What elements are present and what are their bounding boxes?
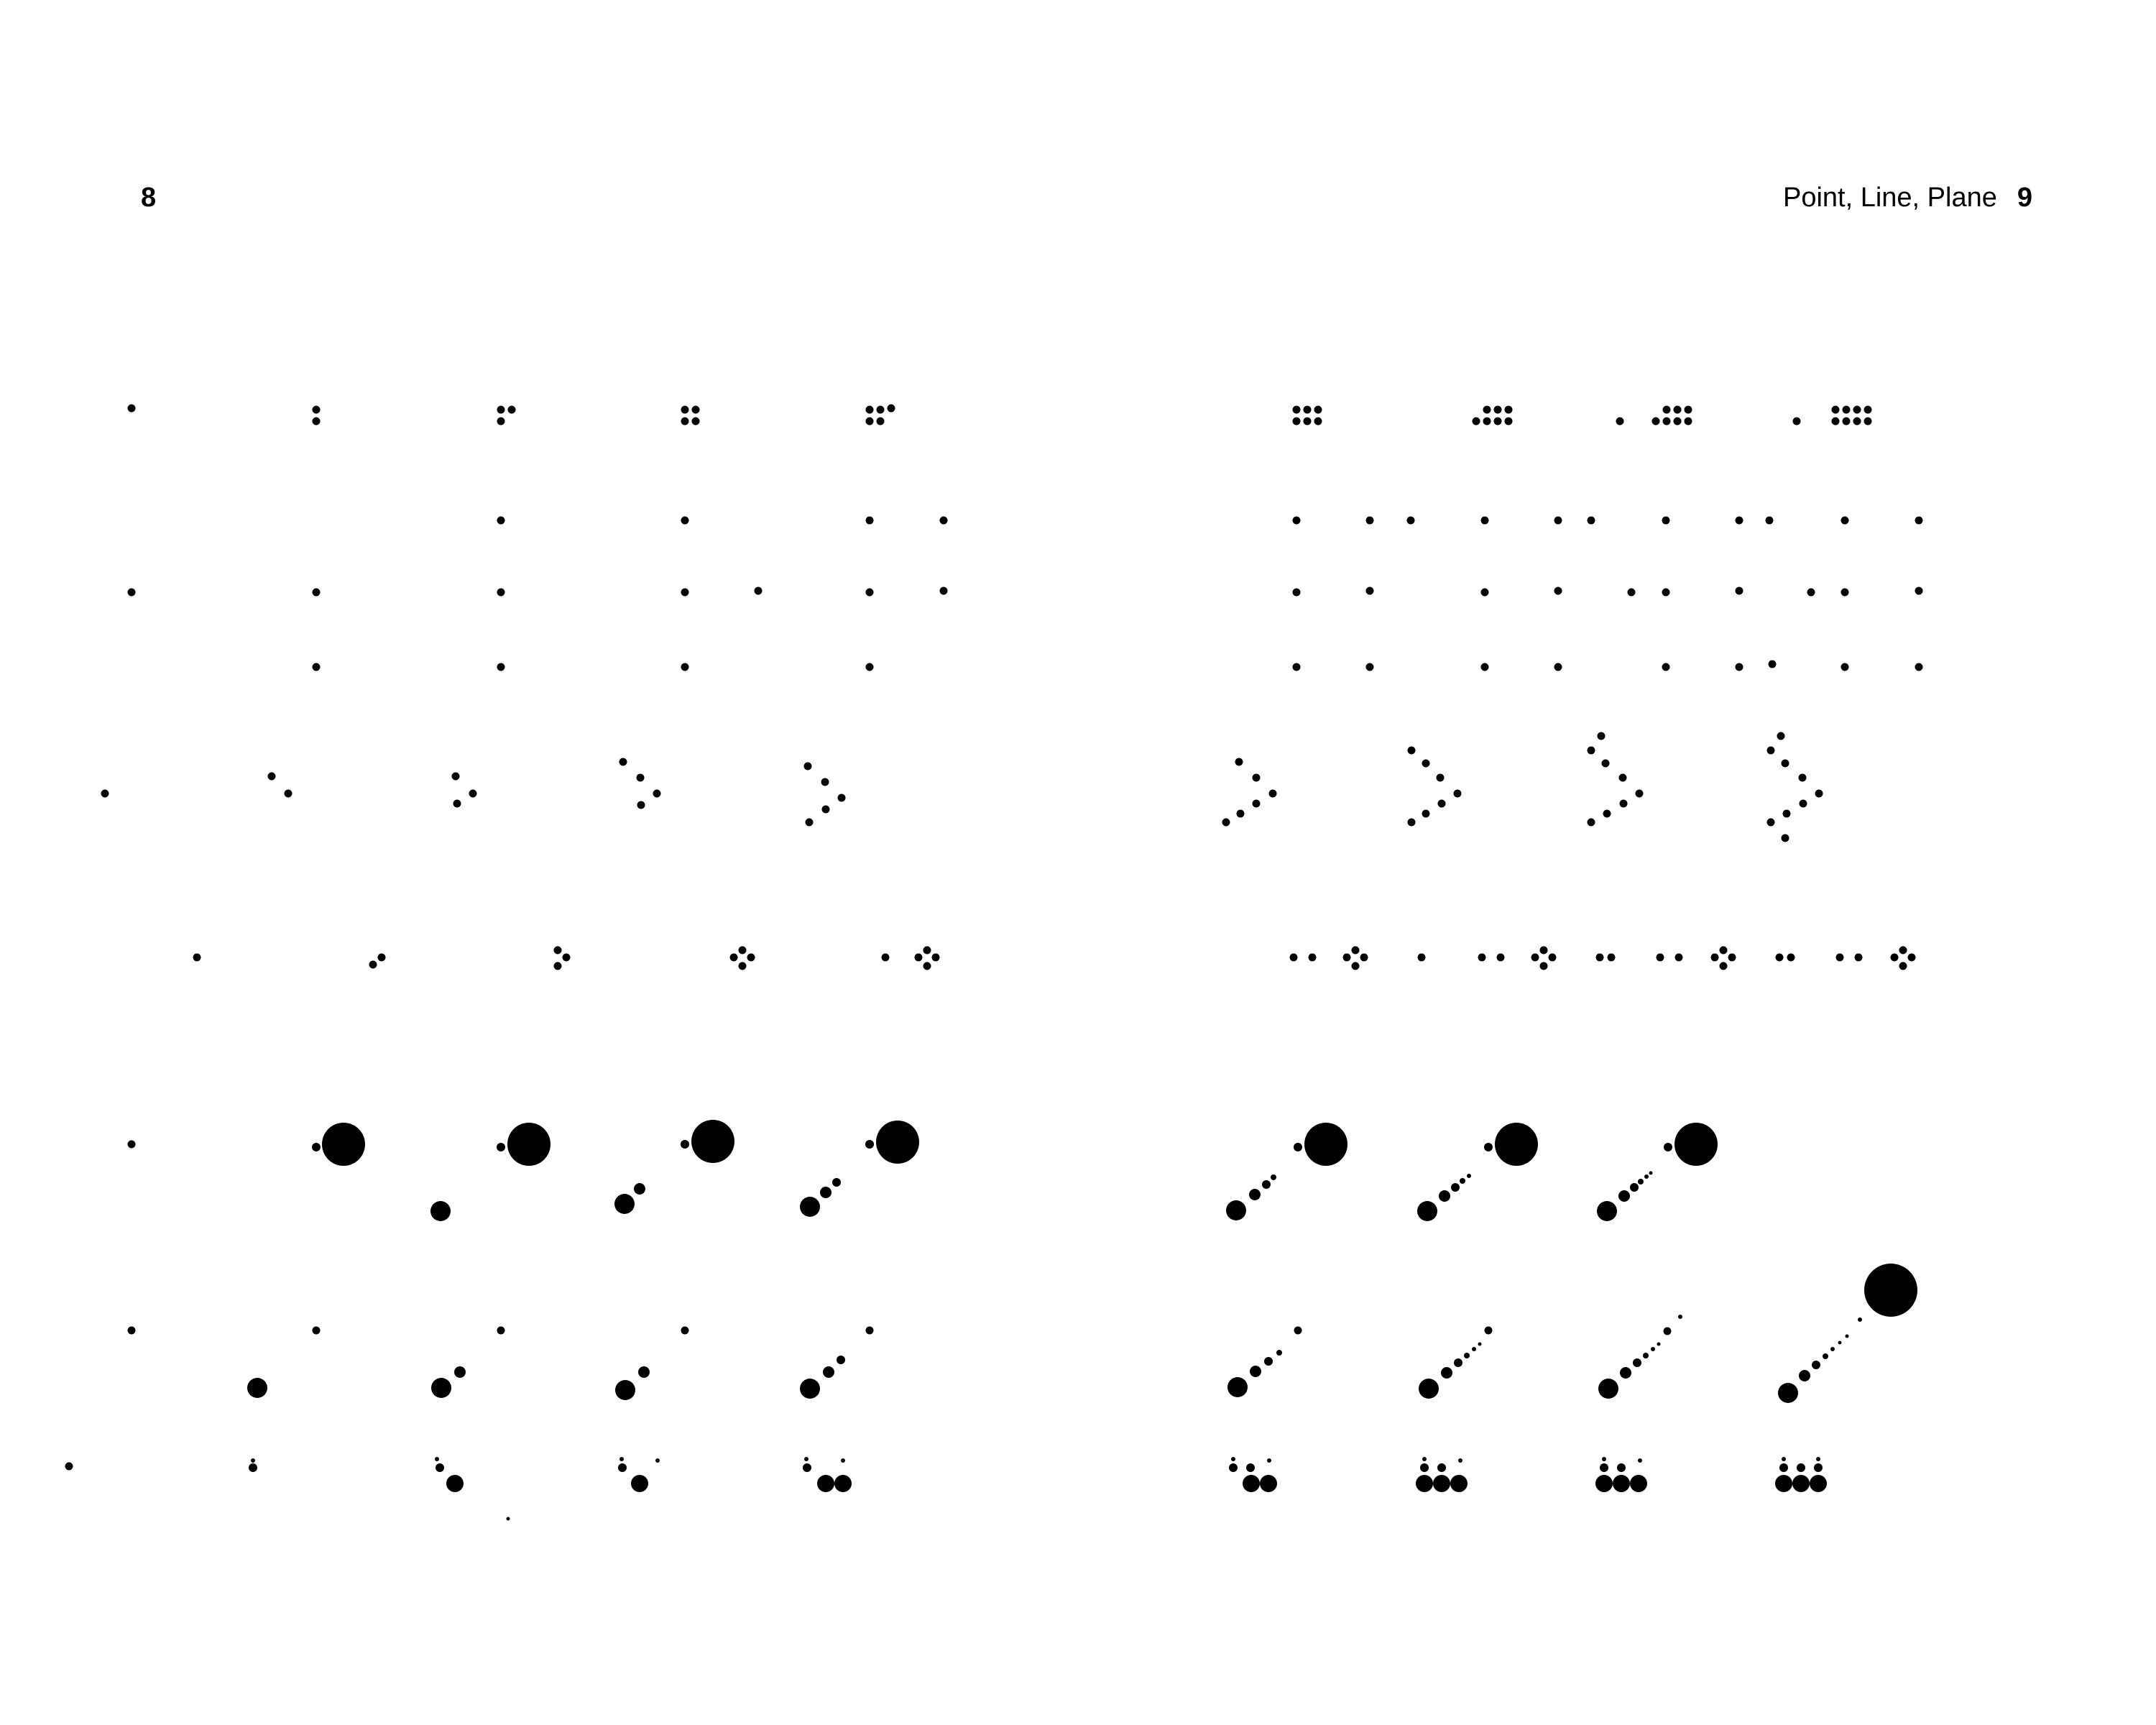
dot-diamond-row-4-left <box>193 946 940 970</box>
dot-cluster-row-1-left <box>127 404 895 426</box>
dot-scale-row-5-left <box>127 1120 919 1221</box>
running-head: Point, Line, Plane <box>1782 183 1997 213</box>
right-page-header: Point, Line, Plane 9 <box>1783 181 2032 214</box>
dot-scale-row-6-left <box>127 1326 874 1400</box>
dot-chevron-row-3-right <box>1222 732 1823 842</box>
dot-chevron-row-3-left <box>101 758 846 827</box>
dot-grid-row-2-left <box>127 516 948 671</box>
dot-scale-row-6-right <box>1227 1264 1917 1403</box>
dot-scale-row-5-right <box>1226 1123 1718 1221</box>
dot-scale-row-7-right <box>1229 1457 1827 1492</box>
dot-grid-row-2-right <box>1292 516 1923 671</box>
dot-cluster-row-1-right <box>1292 405 1872 426</box>
dot-diamond-row-4-right <box>1289 946 1916 970</box>
right-page-number: 9 <box>2017 183 2032 213</box>
dot-scale-row-7-left <box>65 1457 852 1521</box>
left-page-number: 8 <box>141 183 157 213</box>
